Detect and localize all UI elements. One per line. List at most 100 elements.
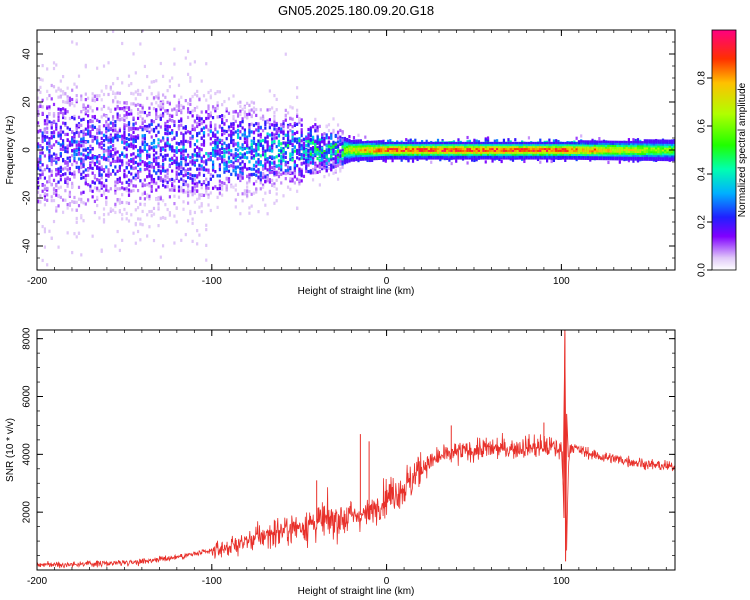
heatmap-cell	[343, 161, 347, 165]
heatmap-cell	[266, 175, 269, 179]
heatmap-cell	[234, 152, 237, 156]
heatmap-cell	[171, 145, 174, 149]
heatmap-cell	[182, 174, 185, 178]
heatmap-cell	[111, 147, 115, 152]
heatmap-cell	[121, 163, 124, 167]
heatmap-cell	[441, 141, 444, 145]
heatmap-cell	[130, 165, 133, 169]
heatmap-cell	[346, 147, 349, 150]
heatmap-cell	[221, 120, 224, 125]
heatmap-cell	[293, 166, 296, 170]
heatmap-cell	[207, 168, 210, 172]
heatmap-cell	[350, 140, 353, 143]
heatmap-cell	[393, 153, 397, 156]
heatmap-cell	[407, 159, 410, 163]
heatmap-cell	[68, 159, 72, 163]
heatmap-cell	[366, 154, 369, 157]
heatmap-cell	[341, 138, 344, 142]
heatmap-cell	[118, 201, 122, 205]
heatmap-cell	[209, 124, 212, 129]
heatmap-cell	[243, 137, 246, 141]
heatmap-cell	[109, 152, 112, 156]
heatmap-cell	[389, 149, 392, 152]
heatmap-cell	[198, 205, 201, 209]
heatmap-cell	[189, 142, 192, 146]
heatmap-cell	[91, 135, 94, 139]
heatmap-cell	[225, 119, 228, 123]
heatmap-cell	[232, 114, 235, 119]
heatmap-cell	[234, 173, 237, 177]
heatmap-cell	[461, 149, 465, 152]
heatmap-cell	[311, 141, 315, 145]
heatmap-cell	[400, 153, 403, 156]
heatmap-cell	[439, 149, 442, 152]
heatmap-cell	[407, 151, 410, 154]
heatmap-cell	[207, 186, 210, 190]
heatmap-cell	[146, 183, 149, 187]
heatmap-cell	[80, 110, 83, 114]
heatmap-cell	[37, 109, 40, 113]
heatmap-cell	[364, 156, 367, 159]
heatmap-cell	[464, 145, 467, 149]
heatmap-cell	[111, 159, 115, 163]
heatmap-cell	[102, 113, 106, 117]
heatmap-cell	[114, 244, 117, 248]
heatmap-cell	[239, 130, 242, 134]
heatmap-cell	[252, 191, 256, 195]
heatmap-cell	[125, 113, 128, 117]
heatmap-cell	[216, 205, 219, 209]
heatmap-cell	[127, 133, 131, 137]
heatmap-cell	[236, 144, 240, 148]
heatmap-cell	[152, 179, 156, 183]
heatmap-cell	[334, 154, 337, 158]
heatmap-cell	[264, 158, 267, 162]
heatmap-cell	[116, 130, 119, 134]
heatmap-cell	[425, 155, 428, 158]
heatmap-cell	[225, 176, 228, 180]
heatmap-cell	[93, 181, 97, 185]
heatmap-cell	[148, 172, 151, 177]
heatmap-cell	[223, 131, 226, 135]
heatmap-cell	[107, 189, 110, 193]
heatmap-cell	[514, 151, 517, 154]
heatmap-cell	[507, 141, 510, 145]
heatmap-cell	[496, 141, 499, 145]
heatmap-cell	[427, 149, 431, 152]
heatmap-cell	[64, 100, 67, 104]
heatmap-cell	[364, 140, 367, 144]
heatmap-cell	[246, 156, 249, 160]
heatmap-cell	[309, 170, 312, 174]
heatmap-cell	[189, 172, 192, 176]
heatmap-cell	[207, 133, 210, 137]
heatmap-cell	[450, 151, 453, 154]
heatmap-cell	[173, 123, 176, 128]
heatmap-cell	[411, 147, 415, 150]
heatmap-cell	[509, 157, 512, 160]
heatmap-cell	[457, 157, 460, 160]
heatmap-cell	[84, 112, 87, 116]
heatmap-cell	[198, 154, 201, 158]
heatmap-cell	[196, 145, 199, 149]
heatmap-cell	[357, 154, 360, 158]
heatmap-cell	[443, 141, 447, 145]
heatmap-cell	[286, 125, 290, 129]
heatmap-cell	[134, 208, 137, 212]
heatmap-cell	[264, 120, 267, 124]
heatmap-cell	[114, 172, 117, 176]
heatmap-cell	[493, 149, 497, 152]
heatmap-cell	[421, 157, 424, 160]
heatmap-cell	[98, 128, 101, 132]
heatmap-cell	[350, 145, 353, 149]
heatmap-cell	[209, 111, 212, 115]
heatmap-cell	[48, 178, 51, 182]
heatmap-cell	[323, 166, 326, 170]
heatmap-cell	[157, 138, 160, 142]
heatmap-cell	[302, 157, 306, 161]
heatmap-cell	[155, 159, 158, 163]
heatmap-cell	[430, 145, 433, 149]
heatmap-cell	[127, 112, 131, 116]
heatmap-cell	[132, 52, 135, 56]
heatmap-cell	[250, 130, 253, 134]
heatmap-cell	[241, 133, 244, 137]
heatmap-cell	[334, 160, 337, 164]
